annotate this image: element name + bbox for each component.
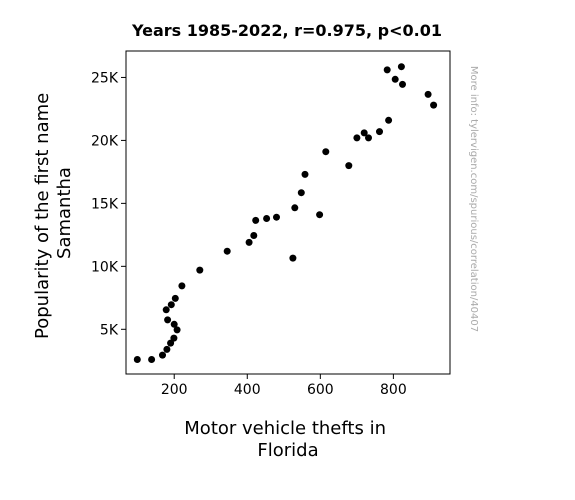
watermark: More info: tylervigen.com/spurious/corre… (468, 66, 479, 332)
y-axis-ticks: 5K 10K 15K 20K 25K (91, 70, 126, 338)
data-point-10 (167, 301, 175, 309)
y-tick-label-3: 20K (91, 133, 119, 149)
data-point-4 (167, 339, 175, 347)
y-tick-label-4: 25K (91, 70, 119, 86)
data-point-19 (273, 213, 280, 221)
y-axis-label-line-1: Popularity of the first name (32, 93, 53, 339)
data-point-28 (360, 129, 368, 137)
data-point-15 (245, 238, 253, 246)
x-tick-label-2: 600 (307, 382, 334, 398)
data-point-34 (397, 63, 405, 71)
x-tick-label-1: 400 (234, 382, 261, 398)
data-point-2 (159, 351, 166, 359)
y-axis-label: Popularity of the first name Samantha (32, 87, 75, 339)
data-point-18 (263, 215, 271, 222)
y-axis-label-line-2: Samantha (54, 167, 75, 259)
x-axis-label: Motor vehicle thefts in Florida (184, 418, 391, 461)
data-point-23 (301, 170, 309, 178)
data-point-12 (178, 282, 186, 290)
data-point-26 (345, 162, 353, 170)
chart-title: Years 1985-2022, r=0.975, p<0.01 (131, 21, 442, 40)
y-tick-label-1: 10K (91, 259, 119, 275)
data-point-7 (170, 320, 178, 328)
x-axis-label-line-2: Florida (257, 440, 318, 461)
data-point-14 (223, 247, 231, 255)
x-axis-ticks: 200 400 600 800 (161, 374, 407, 398)
data-point-27 (353, 134, 361, 142)
x-axis-label-line-1: Motor vehicle thefts in (184, 418, 386, 439)
data-point-31 (383, 66, 391, 74)
data-point-13 (196, 266, 204, 274)
data-point-16 (250, 232, 258, 239)
data-point-37 (430, 101, 438, 109)
y-tick-label-0: 5K (100, 322, 119, 338)
y-tick-label-2: 15K (91, 196, 119, 212)
data-point-35 (399, 80, 406, 88)
x-tick-label-3: 800 (380, 382, 407, 398)
data-point-5 (170, 334, 178, 342)
data-point-22 (297, 189, 305, 197)
plot-frame (125, 50, 451, 375)
data-point-32 (385, 116, 393, 124)
data-point-17 (252, 216, 260, 224)
x-tick-label-0: 200 (161, 382, 188, 398)
data-point-9 (162, 306, 170, 314)
data-points (133, 63, 438, 363)
data-point-0 (133, 356, 141, 363)
data-point-29 (365, 134, 372, 142)
data-point-11 (171, 294, 179, 302)
data-point-3 (163, 345, 171, 353)
data-point-1 (148, 356, 156, 363)
data-point-33 (391, 75, 399, 83)
data-point-25 (322, 148, 330, 156)
data-point-24 (316, 211, 324, 219)
data-point-36 (424, 90, 432, 98)
data-point-20 (289, 254, 297, 262)
data-point-8 (164, 316, 172, 324)
data-point-30 (376, 128, 383, 136)
data-point-21 (291, 204, 299, 212)
data-point-6 (173, 326, 181, 334)
